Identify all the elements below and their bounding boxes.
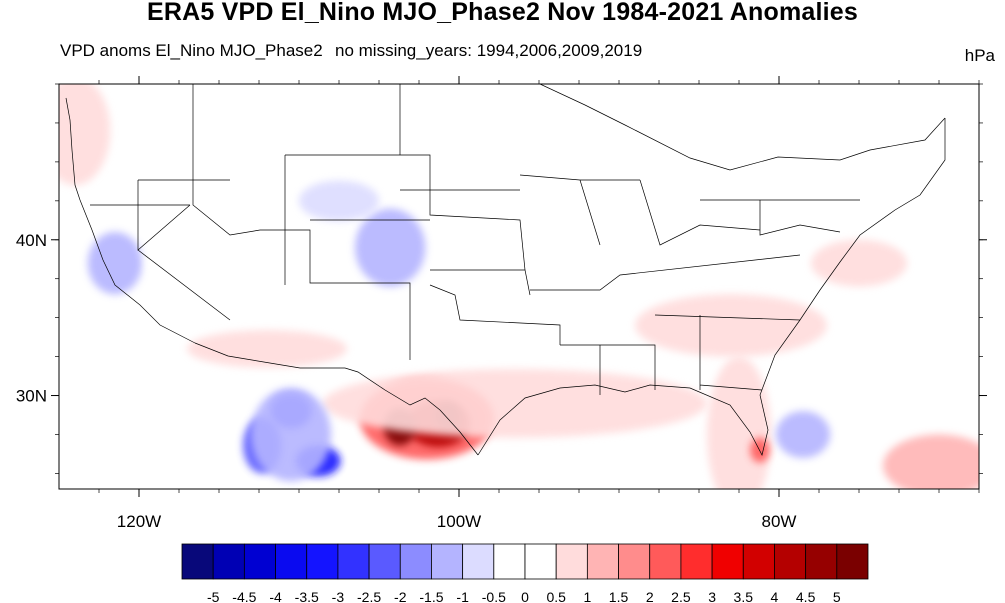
colorbar-label-12: 1 — [583, 589, 591, 603]
lat-tick-label-0: 40N — [16, 231, 47, 250]
anomaly-blob-8 — [883, 434, 979, 489]
anomaly-blob-19 — [775, 411, 831, 458]
colorbar-swatch-11 — [524, 543, 557, 580]
subtitle-center: no missing_years: 1994,2006,2009,2019 — [335, 41, 643, 60]
colorbar-swatch-19 — [774, 543, 807, 580]
colorbar-label-9: -0.5 — [482, 589, 506, 603]
colorbar-label-7: -1.5 — [419, 589, 443, 603]
colorbar-swatch-12 — [555, 543, 588, 580]
map-ticks: 120W 100W 80W 40N 30N — [16, 76, 987, 531]
colorbar-swatch-6 — [368, 543, 401, 580]
gulf-coastline — [477, 118, 946, 456]
anomaly-blob-4 — [323, 369, 707, 438]
colorbar-swatch-0 — [181, 543, 214, 580]
lon-tick-label-0: 120W — [117, 512, 161, 531]
subtitle-left: VPD anoms El_Nino MJO_Phase2 — [60, 41, 323, 60]
colorbar-swatch-9 — [462, 543, 495, 580]
anomaly-blob-10 — [187, 330, 347, 368]
colorbar-swatch-20 — [805, 543, 838, 580]
colorbar-label-10: 0 — [521, 589, 529, 603]
colorbar-swatch-21 — [836, 543, 869, 580]
anomaly-blob-16 — [87, 231, 143, 295]
colorbar-swatch-5 — [337, 543, 370, 580]
colorbar-swatch-4 — [306, 543, 339, 580]
anomaly-blob-17 — [355, 208, 426, 287]
colorbar-swatch-1 — [212, 543, 245, 580]
colorbar-label-5: -2.5 — [357, 589, 381, 603]
us-mexico-border — [194, 342, 479, 456]
colorbar-swatch-7 — [399, 543, 432, 580]
colorbar-label-6: -2 — [394, 589, 407, 603]
colorbar-label-2: -4 — [269, 589, 282, 603]
colorbar-label-18: 4 — [771, 589, 779, 603]
colorbar-label-16: 3 — [708, 589, 716, 603]
anomaly-blob-9 — [59, 84, 111, 186]
anomaly-field — [59, 84, 979, 489]
colorbar-swatch-18 — [742, 543, 775, 580]
colorbar-label-17: 3.5 — [734, 589, 754, 603]
anomaly-blob-7 — [635, 294, 827, 357]
colorbar-label-15: 2.5 — [671, 589, 691, 603]
colorbar-swatch-10 — [493, 543, 526, 580]
colorbar-swatch-17 — [711, 543, 744, 580]
colorbar-label-1: -4.5 — [232, 589, 256, 603]
anomaly-blob-11 — [811, 239, 907, 287]
colorbar: -5 -4.5 -4 -3.5 -3 -2.5 -2 -1.5 -1 -0.5 0 0.5 1 1.5 2 2… — [181, 543, 869, 603]
colorbar-swatch-2 — [243, 543, 276, 580]
pacific-coastline — [65, 97, 196, 344]
colorbar-label-11: 0.5 — [546, 589, 566, 603]
colorbar-label-13: 1.5 — [609, 589, 629, 603]
colorbar-label-8: -1 — [456, 589, 469, 603]
colorbar-label-14: 2 — [646, 589, 654, 603]
colorbar-swatch-3 — [275, 543, 308, 580]
colorbar-label-4: -3 — [332, 589, 345, 603]
anomaly-blob-15 — [251, 387, 331, 482]
anomaly-blob-18 — [299, 180, 379, 222]
map-frame — [58, 83, 980, 490]
colorbar-swatch-8 — [431, 543, 464, 580]
map-title: ERA5 VPD El_Nino MJO_Phase2 Nov 1984-202… — [147, 0, 858, 26]
anomaly-blob-20 — [147, 231, 243, 295]
colorbar-swatch-13 — [586, 543, 619, 580]
colorbar-swatch-16 — [680, 543, 713, 580]
colorbar-label-0: -5 — [207, 589, 220, 603]
state-lines — [90, 84, 860, 395]
colorbar-swatch-14 — [618, 543, 651, 580]
lon-tick-label-2: 80W — [762, 512, 797, 531]
units-label: hPa — [964, 46, 995, 65]
lat-tick-label-1: 30N — [16, 387, 47, 406]
colorbar-swatch-15 — [649, 543, 682, 580]
colorbar-label-19: 4.5 — [796, 589, 816, 603]
country-state-borders — [62, 84, 946, 456]
colorbar-label-20: 5 — [833, 589, 841, 603]
us-canada-border — [62, 84, 946, 171]
colorbar-label-3: -3.5 — [295, 589, 319, 603]
lon-tick-label-1: 100W — [437, 512, 481, 531]
